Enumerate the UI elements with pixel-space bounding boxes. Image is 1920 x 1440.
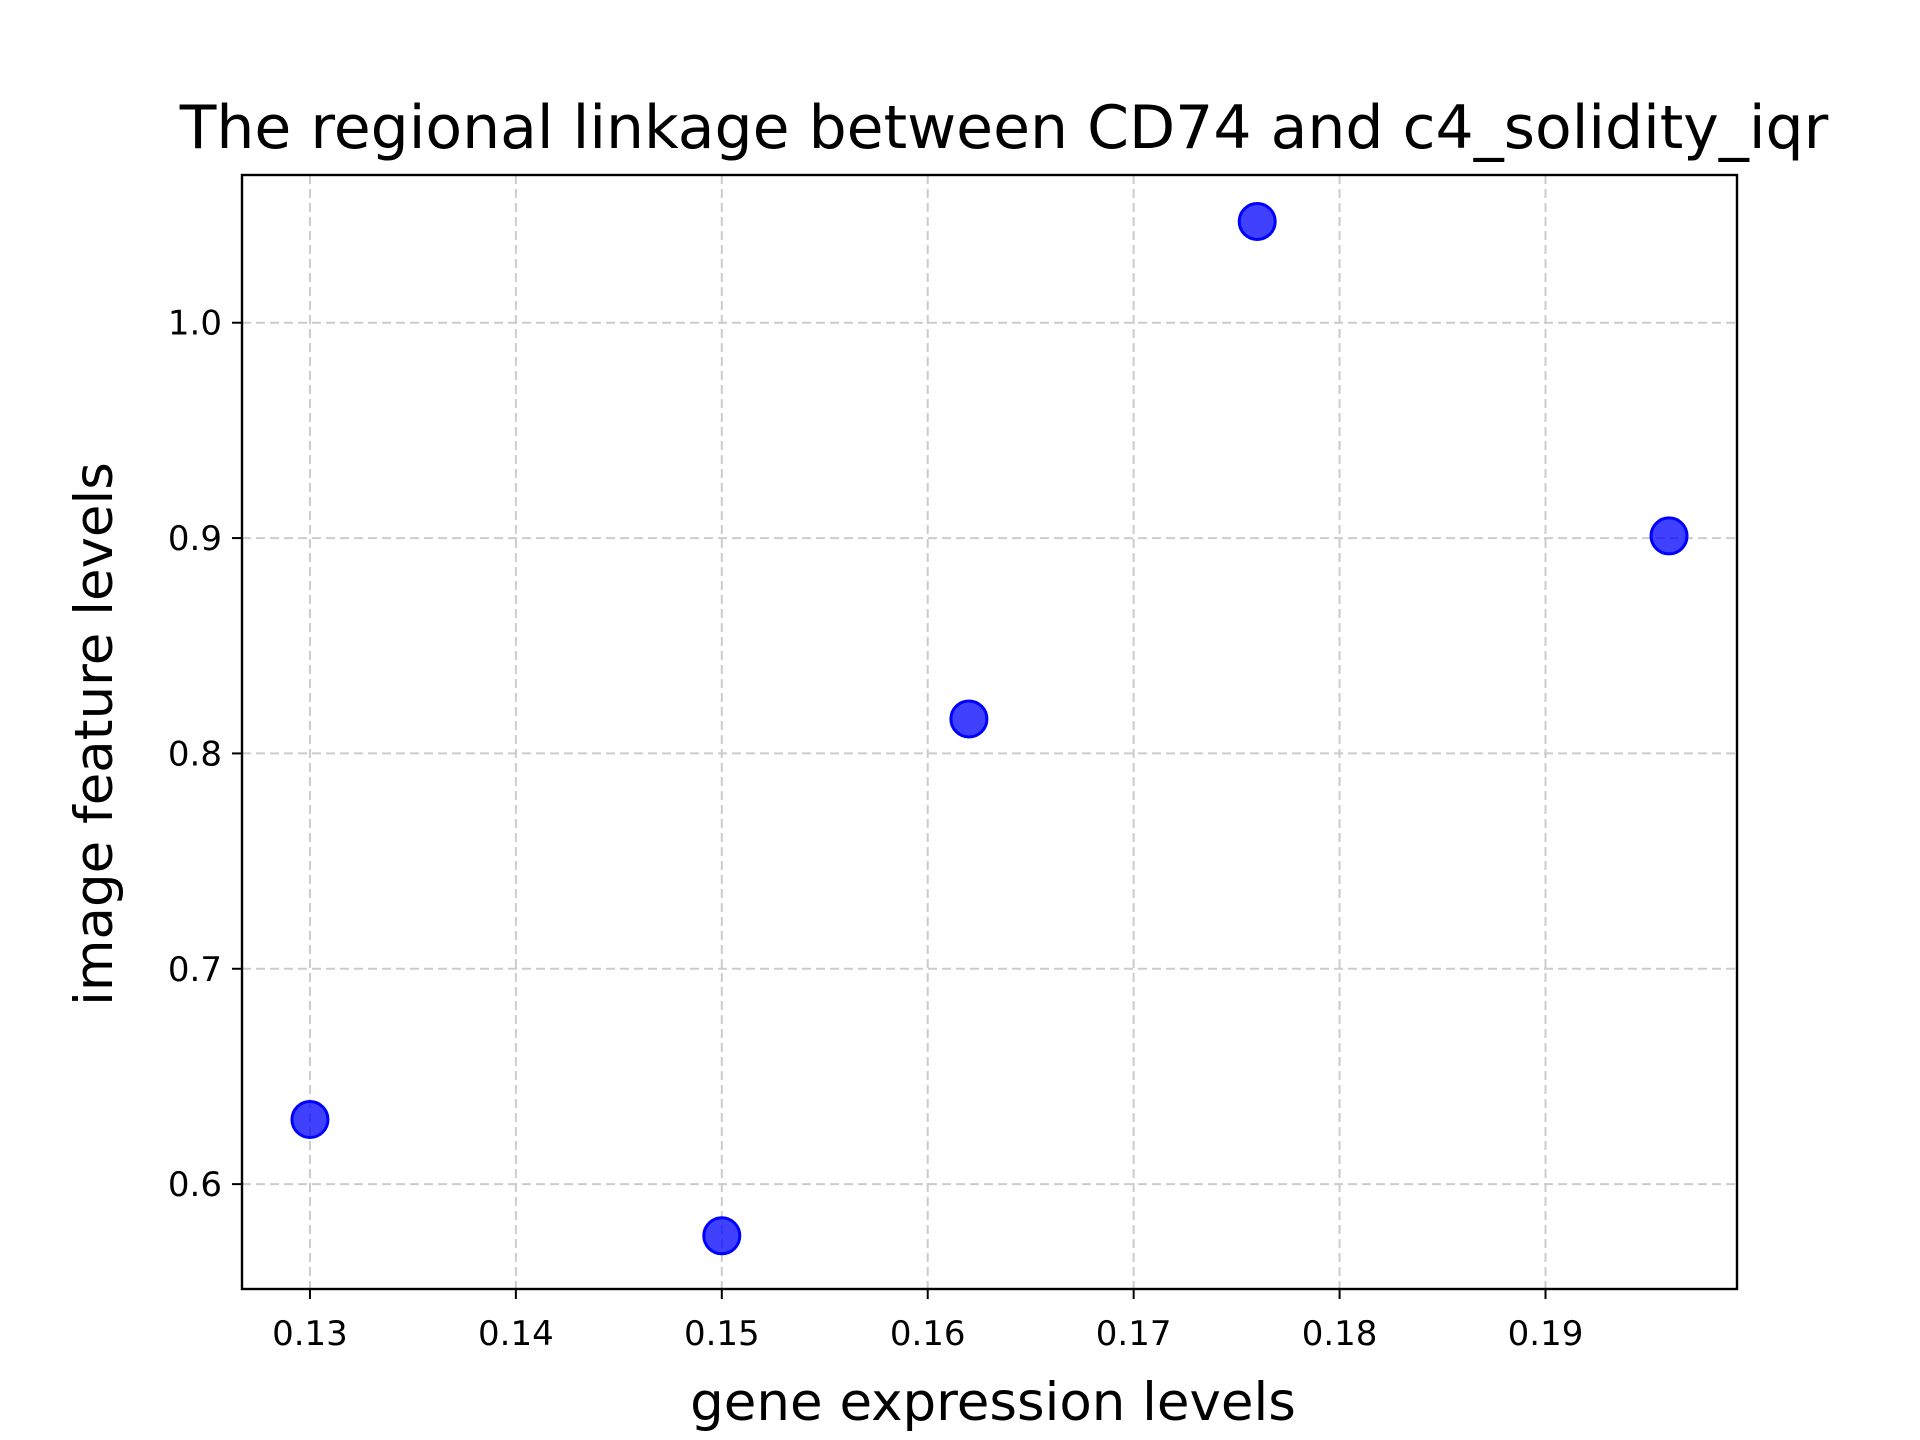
- x-tick-label: 0.15: [684, 1314, 760, 1354]
- chart-title: The regional linkage between CD74 and c4…: [179, 93, 1829, 163]
- grid: [242, 175, 1737, 1289]
- data-point: [1237, 202, 1277, 242]
- data-point: [290, 1100, 330, 1140]
- y-tick-label: 0.8: [168, 734, 222, 774]
- x-tick-label: 0.18: [1302, 1314, 1378, 1354]
- axis-ticks: 0.13 0.14 0.15 0.16 0.17 0.18 0.19 0.6 0.7 0.8 0.9…: [168, 304, 1583, 1354]
- y-tick-label: 1.0: [168, 304, 222, 344]
- data-point: [702, 1216, 742, 1256]
- y-tick-label: 0.6: [168, 1165, 222, 1205]
- data-point: [1649, 516, 1689, 556]
- y-axis-label: image feature levels: [64, 462, 125, 1006]
- y-tick-label: 0.9: [168, 519, 222, 559]
- plot-frame: [240, 173, 1739, 1291]
- y-tick-label: 0.7: [168, 950, 222, 990]
- x-axis-label: gene expression levels: [690, 1372, 1296, 1433]
- data-points: [290, 202, 1689, 1256]
- x-tick-label: 0.17: [1096, 1314, 1172, 1354]
- data-point: [949, 699, 989, 739]
- x-tick-label: 0.13: [272, 1314, 348, 1354]
- x-tick-label: 0.19: [1508, 1314, 1584, 1354]
- x-tick-label: 0.14: [478, 1314, 554, 1354]
- x-tick-label: 0.16: [890, 1314, 966, 1354]
